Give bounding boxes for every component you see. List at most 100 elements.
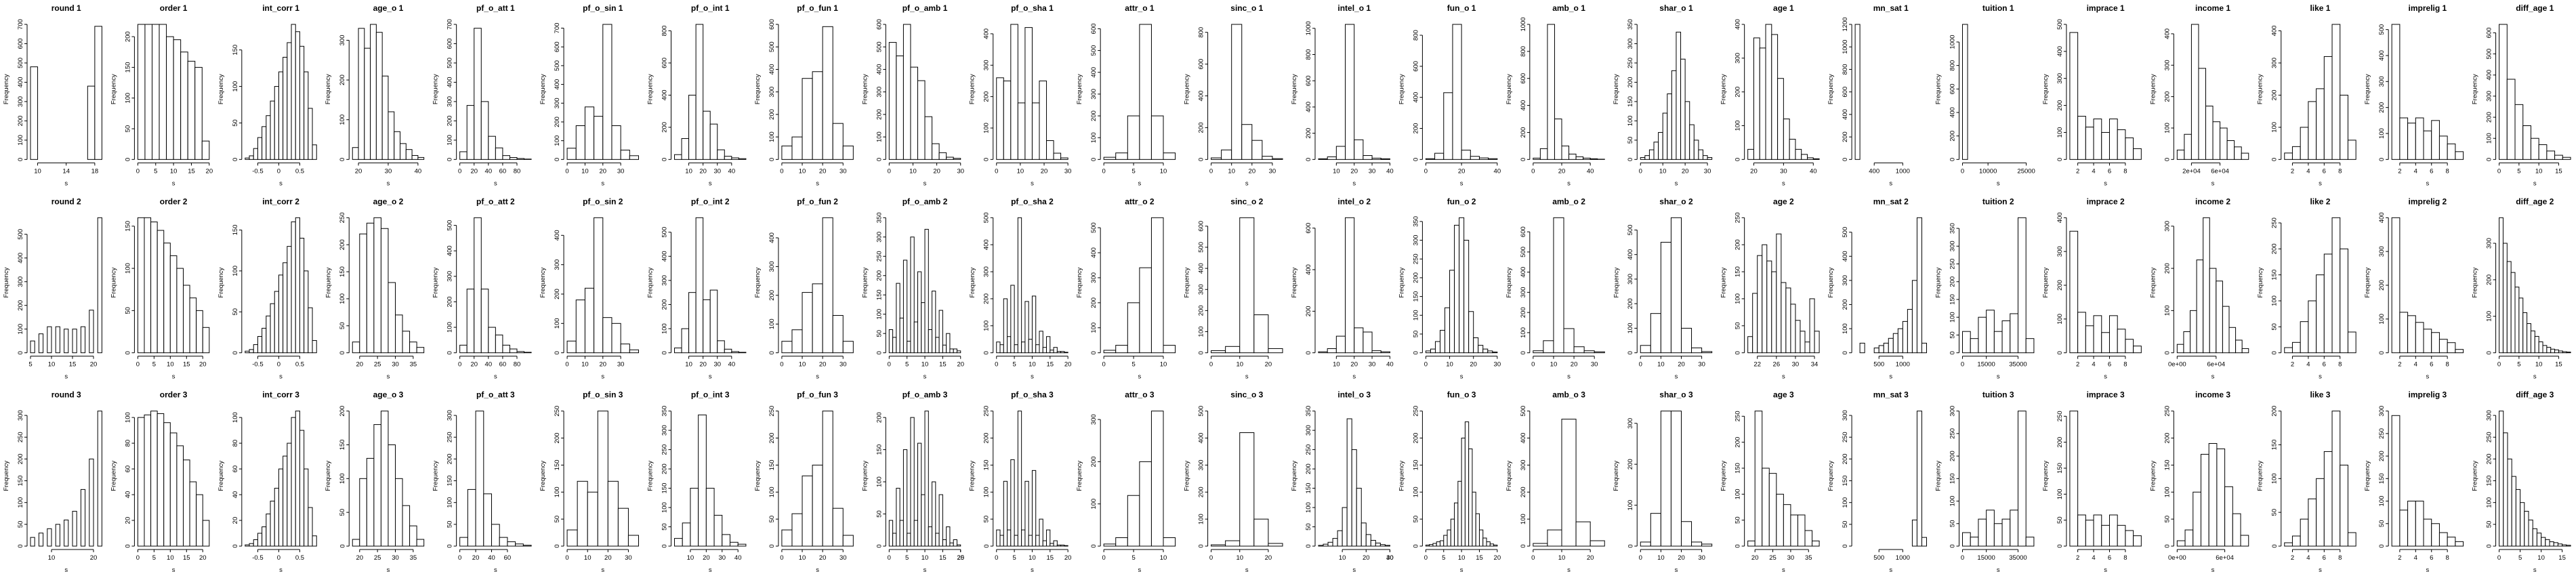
x-tick-label: 30 [1787,554,1795,562]
y-tick-label: 0 [1090,544,1098,547]
histogram-bar [249,155,254,160]
x-tick-label: 30 [1698,554,1705,562]
histogram-bar [2546,347,2552,354]
histogram-bar [1010,24,1018,160]
y-tick-label: 300 [661,425,669,436]
histogram-bar [1354,139,1364,160]
histogram-bar [1478,345,1484,354]
x-axis-label: s [494,373,497,381]
x-tick-label: -0.5 [252,361,263,369]
y-tick-label: 100 [768,318,776,329]
y-tick-label: 300 [1627,418,1634,429]
x-tick-label: 0.5 [295,554,304,562]
histogram-bar [1318,351,1328,354]
x-tick-label: 15 [2555,361,2562,369]
histogram-bar [183,285,190,354]
y-tick-label: 0 [2486,544,2493,547]
histogram-bar [921,302,926,354]
x-axis-label: s [2426,180,2430,187]
x-tick-label: 30 [839,361,847,369]
chart-title: pf_o_att 1 [476,3,515,13]
x-tick-label: 30 [392,361,399,369]
x-tick-label: 0 [995,361,998,369]
histogram-bar [1873,348,1879,354]
chart-title: round 2 [51,196,81,206]
histogram-bar [1239,217,1255,354]
histogram-bar [629,349,640,354]
x-tick-label: 0 [136,167,140,175]
histogram-bar [2399,117,2409,160]
y-axis-label: Frequency [539,267,547,297]
y-tick-label: 0 [2056,544,2064,547]
y-tick-label: 150 [1412,291,1419,302]
y-tick-label: 300 [1842,275,1849,286]
y-tick-label: 100 [2486,133,2493,144]
histogram-bar [1450,518,1455,547]
histogram-bar [2284,152,2293,160]
histogram-bar [2431,523,2440,547]
x-tick-label: 8 [2446,361,2449,369]
chart-title: income 2 [2195,196,2230,206]
histogram-bar [2515,489,2521,547]
histogram-bar [791,136,803,160]
y-tick-label: 50 [446,521,454,529]
x-axis-label: s [64,566,68,574]
y-tick-label: 100 [875,476,883,487]
y-tick-label: 150 [1842,476,1849,486]
y-tick-label: 200 [2378,280,2386,291]
chart-title: sinc_o 1 [1230,3,1263,13]
histogram-bar [2502,243,2508,354]
y-tick-label: 150 [232,225,239,236]
histogram-bar [681,328,690,354]
histogram-bar [201,140,210,160]
y-tick-label: 100 [1305,502,1312,513]
y-tick-label: 200 [446,115,454,126]
x-tick-label: 10 [909,167,917,175]
chart-title: pf_o_sha 2 [1011,196,1054,206]
histogram-bar [1429,544,1434,547]
histogram-bar [1986,510,1995,547]
histogram-bar [55,326,60,354]
histogram-bar [932,481,936,547]
histogram-bar [2117,524,2126,547]
y-tick-label: 150 [661,483,669,494]
y-tick-label: 100 [232,266,239,276]
histogram-bar [299,45,305,160]
histogram-bar [2347,140,2356,160]
histogram-bar [695,24,704,160]
histogram-bar [2190,310,2197,354]
x-tick-label: 0 [995,167,998,175]
y-tick-label: 500 [1090,222,1098,233]
histogram-bar [278,468,284,547]
y-tick-label: 400 [1627,249,1634,260]
y-tick-label: 100 [1412,310,1419,320]
y-tick-label: 50 [1842,521,1849,529]
x-axis-label: s [1138,373,1142,381]
y-axis-label: Frequency [2364,461,2371,491]
y-tick-label: 600 [1412,61,1419,72]
y-tick-label: 50 [983,516,991,523]
y-tick-label: 200 [1412,272,1419,283]
y-tick-label: 0 [554,544,561,547]
y-tick-label: 350 [1412,216,1419,227]
histogram-bar [1539,148,1548,160]
y-tick-label: 200 [1305,128,1312,139]
histogram-bar [352,147,359,160]
histogram-bar [308,108,313,160]
histogram-bar [1783,504,1791,547]
histogram-bar [1701,543,1713,547]
y-tick-label: 500 [983,212,991,223]
y-tick-label: 300 [554,260,561,270]
histogram-bar [949,542,954,547]
y-tick-label: 100 [1949,496,1957,507]
y-tick-label: 0 [17,351,24,354]
histogram-bar [902,260,908,354]
histogram-bar [1797,514,1806,547]
y-axis-label: Frequency [110,267,117,297]
histogram-bar [1762,468,1770,547]
